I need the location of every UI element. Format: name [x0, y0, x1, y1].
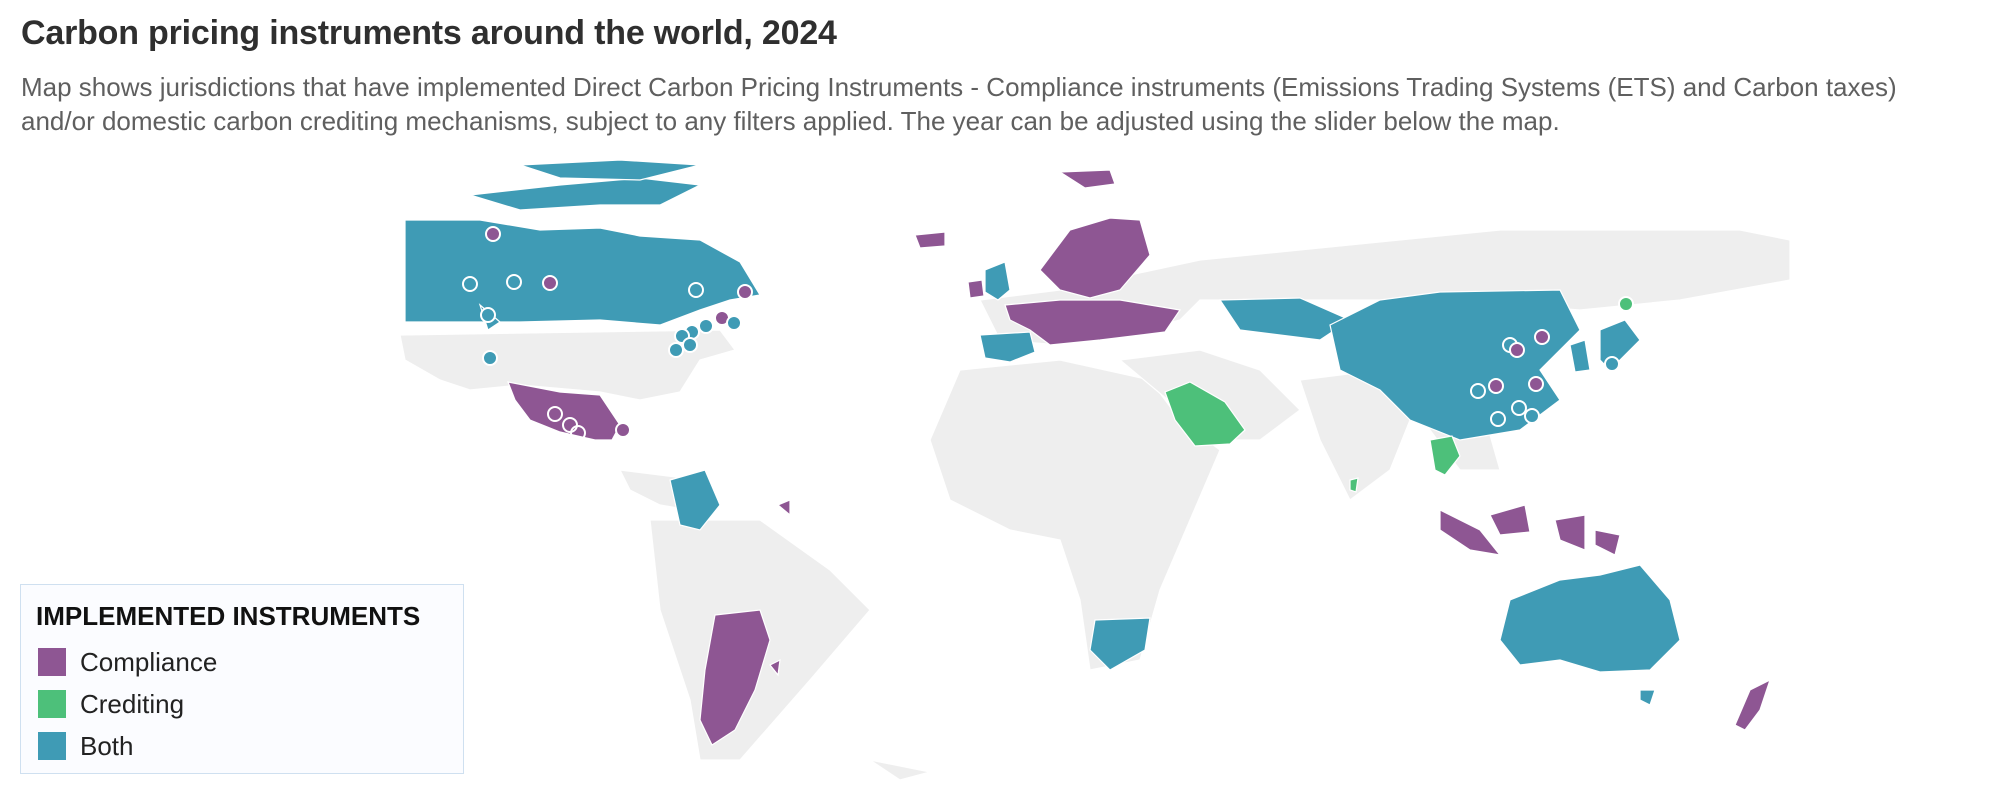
jurisdiction-dot[interactable] [1604, 356, 1620, 372]
jurisdiction-points[interactable] [462, 226, 1634, 441]
jurisdiction-dot[interactable] [547, 406, 563, 422]
page-title: Carbon pricing instruments around the wo… [21, 14, 837, 52]
jurisdiction-dot[interactable] [668, 342, 684, 358]
jurisdiction-dot[interactable] [1490, 411, 1506, 427]
jurisdiction-dot[interactable] [570, 425, 586, 441]
legend-swatch-both [38, 732, 66, 760]
jurisdiction-dot[interactable] [482, 350, 498, 366]
jurisdiction-dot[interactable] [1509, 342, 1525, 358]
legend-label-both: Both [80, 730, 134, 761]
jurisdiction-dot[interactable] [1470, 383, 1486, 399]
compliance-layer [507, 169, 1772, 746]
jurisdiction-dot[interactable] [1524, 408, 1540, 424]
page-subtitle: Map shows jurisdictions that have implem… [21, 72, 1897, 136]
legend-swatch-crediting [38, 690, 66, 718]
crediting-layer [1164, 381, 1461, 493]
legend-label-compliance: Compliance [80, 646, 218, 677]
world-map-svg[interactable] [0, 150, 2000, 790]
legend-item-crediting[interactable]: Crediting [38, 689, 184, 719]
jurisdiction-dot[interactable] [506, 274, 522, 290]
world-map[interactable] [0, 150, 2000, 790]
jurisdiction-dot[interactable] [1511, 400, 1527, 416]
legend-item-both[interactable]: Both [38, 731, 134, 761]
jurisdiction-dot[interactable] [1528, 376, 1544, 392]
legend-swatch-compliance [38, 648, 66, 676]
map-legend: IMPLEMENTED INSTRUMENTS Compliance Credi… [20, 584, 464, 774]
legend-label-crediting: Crediting [80, 688, 185, 719]
legend-title: IMPLEMENTED INSTRUMENTS [36, 601, 421, 631]
jurisdiction-dot[interactable] [462, 276, 478, 292]
jurisdiction-dot[interactable] [726, 315, 742, 331]
jurisdiction-dot[interactable] [542, 275, 558, 291]
jurisdiction-dot[interactable] [1488, 378, 1504, 394]
jurisdiction-dot[interactable] [485, 226, 501, 242]
jurisdiction-dot[interactable] [615, 422, 631, 438]
jurisdiction-dot[interactable] [480, 307, 496, 323]
jurisdiction-dot[interactable] [698, 318, 714, 334]
jurisdiction-dot[interactable] [562, 417, 578, 433]
jurisdiction-dot[interactable] [737, 284, 753, 300]
legend-item-compliance[interactable]: Compliance [38, 647, 217, 677]
jurisdiction-dot[interactable] [1534, 329, 1550, 345]
jurisdiction-dot[interactable] [688, 282, 704, 298]
jurisdiction-dot[interactable] [682, 337, 698, 353]
jurisdiction-dot[interactable] [1618, 296, 1634, 312]
